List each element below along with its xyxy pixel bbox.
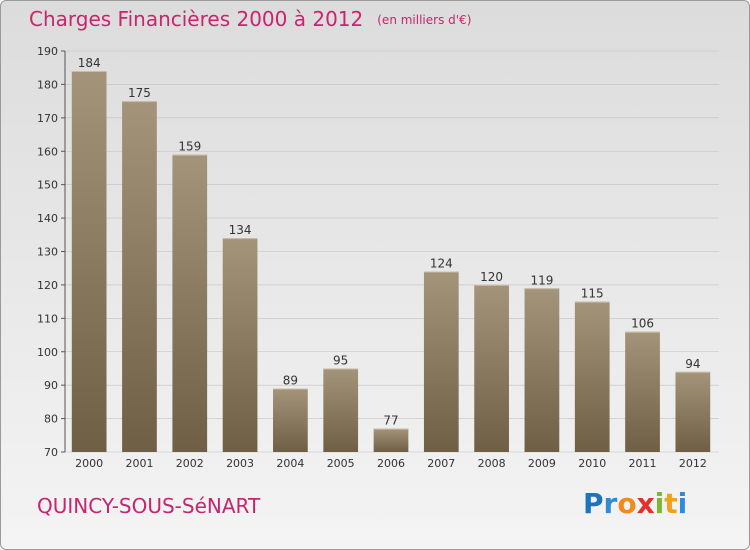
bar-2006	[373, 428, 409, 452]
chart-title: Charges Financières 2000 à 2012	[29, 7, 364, 31]
bar-2008	[474, 284, 509, 452]
data-label-2008: 120	[480, 270, 503, 284]
bar-2000	[71, 71, 107, 453]
y-tick-label: 160	[37, 145, 58, 158]
x-tick-label-2004: 2004	[276, 457, 304, 470]
y-tick-label: 130	[37, 246, 58, 259]
y-tick-label: 190	[37, 45, 58, 58]
x-tick-label-2011: 2011	[629, 457, 657, 470]
bars	[71, 71, 711, 453]
y-tick-label: 70	[44, 446, 58, 459]
y-tick-label: 100	[37, 346, 58, 359]
data-label-2000: 184	[78, 56, 101, 70]
x-tick-label-2001: 2001	[125, 457, 153, 470]
logo-letter: i	[654, 487, 665, 520]
data-label-2004: 89	[283, 374, 298, 388]
x-tick-label-2005: 2005	[327, 457, 355, 470]
logo-letter: x	[636, 487, 655, 520]
x-axis-ticks: 2000 2001 2002 2003 2004 2005 2006 2007 2008 2009…	[75, 457, 707, 470]
y-tick-label: 150	[37, 179, 58, 192]
bar-2002	[172, 154, 208, 452]
x-tick-label-2008: 2008	[478, 457, 506, 470]
x-tick-label-2009: 2009	[528, 457, 556, 470]
logo-letter: r	[603, 487, 618, 520]
x-tick-label-2002: 2002	[176, 457, 204, 470]
data-label-2003: 134	[229, 223, 252, 237]
x-tick-label-2003: 2003	[226, 457, 254, 470]
y-axis: 70 80 90 100 110 120 130 140 150 160 170 180 190	[37, 45, 66, 459]
y-tick-label: 80	[44, 413, 58, 426]
data-label-2011: 106	[631, 317, 654, 331]
chart-unit-note: (en milliers d'€)	[377, 13, 472, 27]
data-label-2002: 159	[178, 140, 201, 154]
bar-2010	[574, 301, 610, 452]
y-tick-label: 90	[44, 379, 58, 392]
x-tick-label-2012: 2012	[679, 457, 707, 470]
logo-letter: P	[583, 487, 604, 520]
y-tick-label: 170	[37, 112, 58, 125]
data-label-2001: 175	[128, 86, 151, 100]
chart-title-block: Charges Financières 2000 à 2012 (en milli…	[29, 7, 471, 31]
grid-lines	[65, 50, 719, 453]
bar-2005	[323, 368, 359, 452]
place-name: QUINCY-SOUS-SéNART	[37, 494, 261, 518]
data-label-2005: 95	[333, 353, 348, 367]
data-labels: 184 175 159 134 89 95 77 124 120 119 115 106 94	[78, 56, 701, 428]
bar-2001	[122, 101, 157, 452]
data-label-2012: 94	[685, 357, 700, 371]
proxiti-logo: Proxiti	[583, 487, 687, 520]
y-tick-label: 110	[37, 312, 58, 325]
data-label-2009: 119	[530, 273, 553, 287]
x-tick-label-2000: 2000	[75, 457, 103, 470]
bar-2011	[625, 331, 660, 452]
bar-2003	[222, 238, 258, 452]
logo-letter: t	[664, 487, 678, 520]
x-tick-label-2007: 2007	[427, 457, 455, 470]
x-tick-label-2010: 2010	[578, 457, 606, 470]
data-label-2006: 77	[383, 414, 398, 428]
x-tick-label-2006: 2006	[377, 457, 405, 470]
bar-2012	[675, 371, 711, 452]
logo-letter: o	[617, 487, 637, 520]
y-tick-label: 120	[37, 279, 58, 292]
bar-2009	[524, 288, 560, 452]
data-label-2007: 124	[430, 257, 453, 271]
data-label-2010: 115	[581, 287, 604, 301]
bar-2004	[273, 388, 308, 452]
y-tick-label: 140	[37, 212, 58, 225]
y-tick-label: 180	[37, 78, 58, 91]
logo-letter: i	[677, 487, 688, 520]
bar-2007	[423, 271, 459, 452]
